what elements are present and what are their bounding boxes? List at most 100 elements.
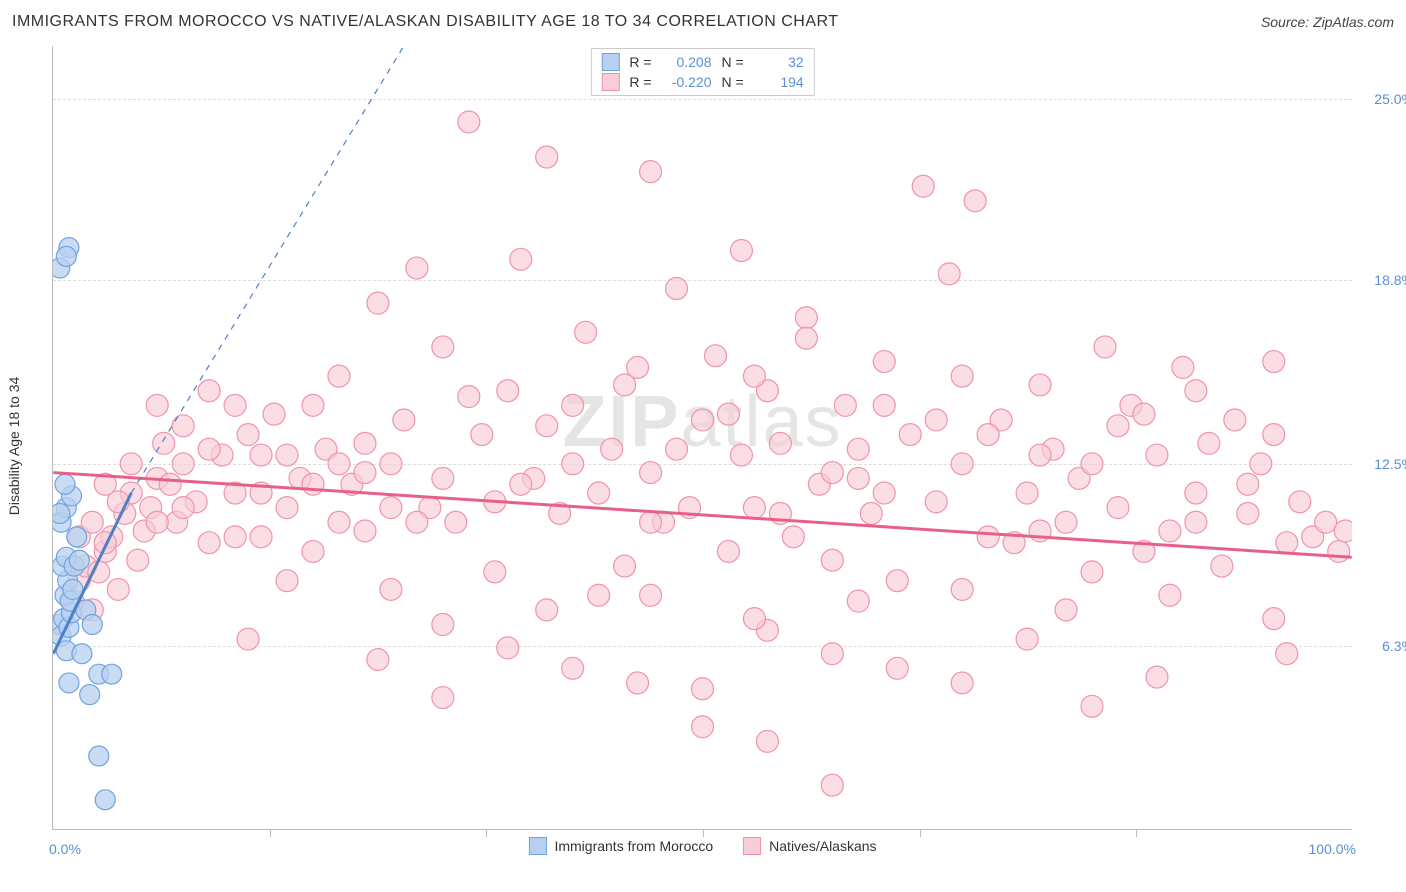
blue-point bbox=[55, 474, 75, 494]
pink-point bbox=[1146, 444, 1168, 466]
y-tick-label: 18.8% bbox=[1356, 272, 1406, 288]
pink-point bbox=[536, 146, 558, 168]
pink-point bbox=[1198, 432, 1220, 454]
pink-point bbox=[1055, 599, 1077, 621]
pink-point bbox=[354, 520, 376, 542]
pink-point bbox=[1328, 540, 1350, 562]
x-tick bbox=[920, 829, 921, 837]
pink-point bbox=[951, 672, 973, 694]
pink-point bbox=[432, 687, 454, 709]
pink-point bbox=[1107, 415, 1129, 437]
pink-point bbox=[1094, 336, 1116, 358]
pink-point bbox=[769, 432, 791, 454]
pink-point bbox=[536, 415, 558, 437]
pink-point bbox=[1237, 473, 1259, 495]
pink-point bbox=[127, 549, 149, 571]
pink-point bbox=[795, 327, 817, 349]
pink-point bbox=[1029, 444, 1051, 466]
pink-point bbox=[1133, 403, 1155, 425]
pink-point bbox=[302, 540, 324, 562]
pink-point bbox=[1263, 424, 1285, 446]
pink-point bbox=[951, 578, 973, 600]
pink-point bbox=[640, 161, 662, 183]
legend-series: Immigrants from Morocco Natives/Alaskans bbox=[528, 837, 876, 855]
pink-point bbox=[847, 590, 869, 612]
pink-point bbox=[380, 497, 402, 519]
pink-point bbox=[146, 511, 168, 533]
pink-point bbox=[1224, 409, 1246, 431]
y-tick-label: 12.5% bbox=[1356, 456, 1406, 472]
pink-point bbox=[730, 240, 752, 262]
pink-point bbox=[588, 584, 610, 606]
pink-point bbox=[120, 453, 142, 475]
pink-point bbox=[172, 415, 194, 437]
pink-point bbox=[153, 432, 175, 454]
pink-point bbox=[458, 386, 480, 408]
legend-swatch-pink bbox=[601, 73, 619, 91]
pink-regression-line bbox=[53, 473, 1351, 558]
stat-label-n: N = bbox=[722, 74, 744, 90]
pink-point bbox=[497, 637, 519, 659]
pink-point bbox=[1315, 511, 1337, 533]
pink-point bbox=[743, 608, 765, 630]
pink-point bbox=[1237, 502, 1259, 524]
legend-item-pink: Natives/Alaskans bbox=[743, 837, 876, 855]
y-axis-title: Disability Age 18 to 34 bbox=[6, 377, 22, 516]
pink-point bbox=[510, 248, 532, 270]
chart-title: IMMIGRANTS FROM MOROCCO VS NATIVE/ALASKA… bbox=[12, 13, 839, 31]
pink-point bbox=[1055, 511, 1077, 533]
blue-point bbox=[72, 644, 92, 664]
pink-point bbox=[1081, 561, 1103, 583]
pink-point bbox=[1276, 532, 1298, 554]
pink-point bbox=[237, 424, 259, 446]
legend-label-pink: Natives/Alaskans bbox=[769, 838, 876, 854]
pink-point bbox=[302, 473, 324, 495]
pink-point bbox=[380, 578, 402, 600]
pink-point bbox=[692, 678, 714, 700]
pink-point bbox=[951, 365, 973, 387]
blue-point bbox=[80, 685, 100, 705]
pink-point bbox=[1159, 520, 1181, 542]
pink-point bbox=[406, 511, 428, 533]
plot-area: ZIPatlas R = 0.208 N = 32 R = -0.220 N =… bbox=[52, 46, 1352, 830]
pink-point bbox=[1081, 453, 1103, 475]
legend-stats-row-blue: R = 0.208 N = 32 bbox=[601, 53, 803, 71]
pink-point bbox=[886, 657, 908, 679]
pink-point bbox=[860, 502, 882, 524]
blue-point bbox=[67, 527, 87, 547]
pink-point bbox=[1263, 351, 1285, 373]
pink-point bbox=[159, 473, 181, 495]
pink-point bbox=[640, 584, 662, 606]
pink-point bbox=[94, 532, 116, 554]
legend-stats-row-pink: R = -0.220 N = 194 bbox=[601, 73, 803, 91]
pink-point bbox=[873, 482, 895, 504]
pink-point bbox=[873, 394, 895, 416]
pink-point bbox=[1016, 482, 1038, 504]
pink-point bbox=[640, 462, 662, 484]
pink-point bbox=[886, 570, 908, 592]
x-tick bbox=[1136, 829, 1137, 837]
legend-swatch-blue-icon bbox=[528, 837, 546, 855]
pink-point bbox=[925, 409, 947, 431]
stat-label-r: R = bbox=[629, 54, 651, 70]
pink-point bbox=[1029, 374, 1051, 396]
pink-point bbox=[1016, 628, 1038, 650]
pink-point bbox=[666, 438, 688, 460]
pink-point bbox=[795, 307, 817, 329]
pink-point bbox=[88, 561, 110, 583]
pink-point bbox=[692, 716, 714, 738]
pink-point bbox=[821, 549, 843, 571]
pink-point bbox=[1185, 380, 1207, 402]
pink-point bbox=[432, 467, 454, 489]
x-min-label: 0.0% bbox=[49, 841, 81, 857]
pink-point bbox=[328, 511, 350, 533]
chart-header: IMMIGRANTS FROM MOROCCO VS NATIVE/ALASKA… bbox=[12, 8, 1394, 36]
pink-point bbox=[977, 526, 999, 548]
pink-point bbox=[899, 424, 921, 446]
blue-point bbox=[89, 746, 109, 766]
pink-r-value: -0.220 bbox=[662, 74, 712, 90]
pink-point bbox=[717, 540, 739, 562]
pink-point bbox=[1289, 491, 1311, 513]
pink-point bbox=[575, 321, 597, 343]
pink-point bbox=[627, 672, 649, 694]
